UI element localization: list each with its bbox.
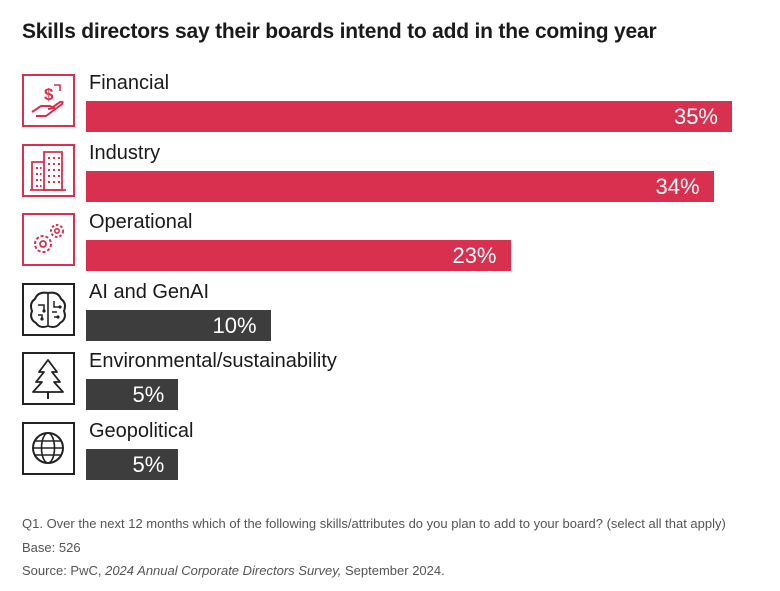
footnote-question: Q1. Over the next 12 months which of the… — [22, 516, 726, 531]
source-title: 2024 Annual Corporate Directors Survey, — [105, 563, 342, 578]
bar-row: Environmental/sustainability 5% — [22, 350, 762, 410]
globe-icon — [22, 421, 75, 475]
source-suffix: September 2024. — [341, 563, 445, 578]
bar: 5% — [86, 448, 179, 480]
building-icon — [22, 143, 75, 197]
footnote-source: Source: PwC, 2024 Annual Corporate Direc… — [22, 563, 445, 578]
brain-circuit-icon — [22, 282, 75, 336]
bar-row: Geopolitical 5% — [22, 419, 762, 480]
category-label: Environmental/sustainability — [89, 350, 337, 372]
bar-value-label: 34% — [655, 173, 700, 199]
gears-icon — [22, 213, 75, 266]
bar-row: Operational 23% — [22, 211, 762, 271]
bar-row: $ Financial 35% — [22, 72, 762, 132]
bar: 23% — [86, 240, 511, 271]
chart-title: Skills directors say their boards intend… — [22, 20, 657, 43]
svg-text:$: $ — [44, 85, 54, 104]
bar-row: AI and GenAI 10% — [22, 280, 762, 341]
bar-value-label: 23% — [452, 243, 497, 268]
bar-value-label: 35% — [673, 104, 718, 129]
category-label: Financial — [89, 72, 170, 94]
category-label: Operational — [89, 211, 193, 233]
bar: 35% — [86, 101, 732, 132]
bar: 34% — [86, 170, 714, 202]
pine-tree-icon — [22, 352, 75, 405]
source-prefix: Source: PwC, — [22, 563, 106, 578]
bar-row: Industry 34% — [22, 141, 762, 202]
category-label: Industry — [89, 141, 161, 164]
bar-value-label: 10% — [212, 312, 257, 338]
bar: 10% — [86, 309, 271, 341]
bar-value-label: 5% — [132, 382, 165, 407]
category-label: Geopolitical — [89, 419, 194, 442]
bar-value-label: 5% — [132, 451, 165, 477]
footnote-base: Base: 526 — [22, 540, 81, 555]
category-label: AI and GenAI — [89, 280, 210, 303]
bar: 5% — [86, 379, 179, 410]
money-hand-icon: $ — [22, 74, 75, 127]
